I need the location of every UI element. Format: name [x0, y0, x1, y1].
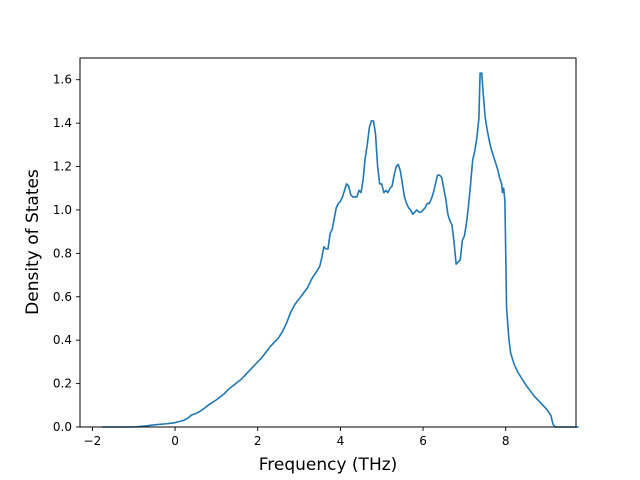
y-axis-label: Density of States	[23, 169, 43, 315]
y-tick-label: 0.6	[53, 290, 72, 304]
y-tick-label: 1.6	[53, 73, 72, 87]
y-tick-label: 0.8	[53, 246, 72, 260]
x-tick-label: 2	[254, 434, 262, 448]
axes-frame	[79, 57, 577, 428]
x-tick-label: 4	[337, 434, 345, 448]
x-axis-label: Frequency (THz)	[259, 455, 398, 475]
y-tick-label: 1.0	[53, 203, 72, 217]
y-tick-label: 1.4	[53, 116, 72, 130]
plot-content	[101, 72, 579, 428]
dos-series-line-0	[101, 72, 579, 428]
x-axis-ticks: −2 0 2 4 6 8	[84, 427, 510, 448]
y-tick-label: 0.4	[53, 333, 72, 347]
x-tick-label: 6	[419, 434, 427, 448]
y-tick-label: 0.0	[53, 420, 72, 434]
y-tick-label: 0.2	[53, 377, 72, 391]
x-tick-label: 0	[171, 434, 179, 448]
y-axis-ticks: 0.0 0.2 0.4 0.6 0.8 1.0 1.2 1.4 1.6	[53, 73, 80, 434]
x-tick-label: 8	[502, 434, 510, 448]
x-tick-label: −2	[84, 434, 102, 448]
y-tick-label: 1.2	[53, 160, 72, 174]
